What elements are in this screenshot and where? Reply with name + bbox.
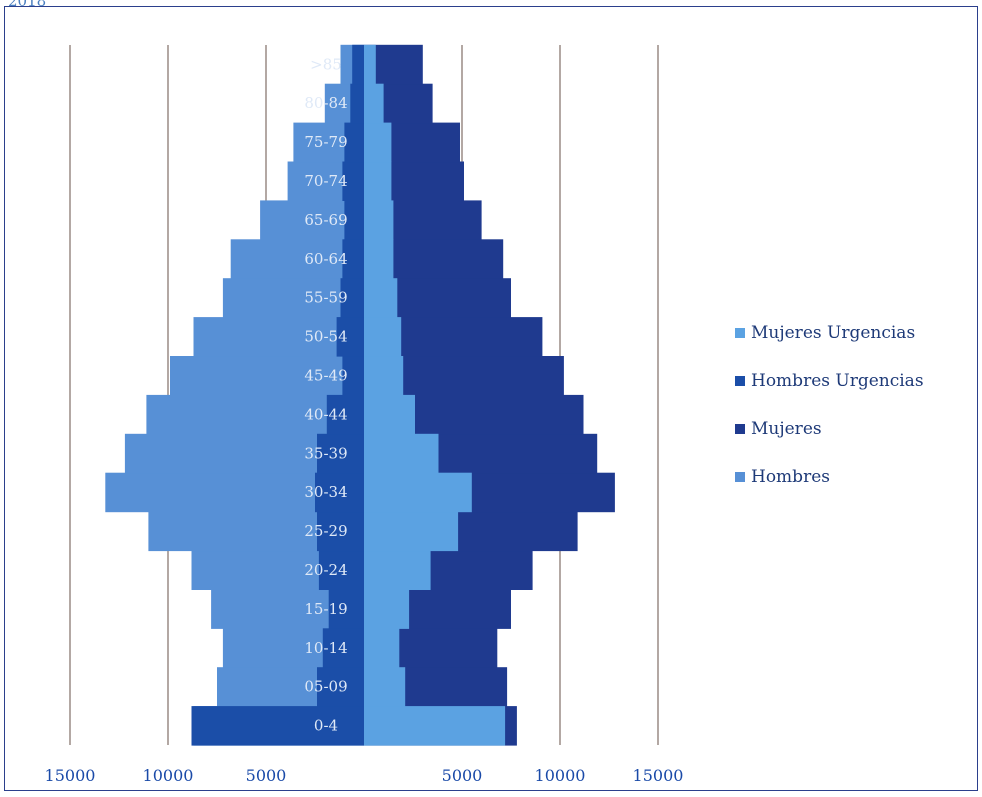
age-group-labels: 0-4 05-09 10-14 15-19 20-24 25-29 30-34 35-39 40… xyxy=(304,55,347,734)
bar-hombres-urgencias-35-39 xyxy=(317,433,364,474)
bar-mujeres-urgencias-20-24 xyxy=(364,550,431,590)
age-label-85: >85 xyxy=(310,55,342,73)
bar-mujeres-urgencias-50-54 xyxy=(364,317,402,357)
bar-mujeres-urgencias-65-69 xyxy=(364,200,394,240)
age-label-30-34: 30-34 xyxy=(304,483,347,501)
legend-label: Mujeres xyxy=(751,418,822,439)
bar-hombres-urgencias-05-09 xyxy=(317,667,364,707)
age-label-35-39: 35-39 xyxy=(304,444,347,462)
bar-hombres-45-49 xyxy=(170,356,364,396)
age-label-40-44: 40-44 xyxy=(304,405,347,423)
bar-hombres-urgencias-75-79 xyxy=(344,122,364,163)
age-label-60-64: 60-64 xyxy=(304,250,347,268)
bar-mujeres-urgencias-80-84 xyxy=(364,83,384,124)
legend-swatch xyxy=(735,471,745,482)
age-label-0-4: 0-4 xyxy=(314,717,338,735)
legend-label: Hombres Urgencias xyxy=(751,370,924,391)
legend-swatch xyxy=(735,327,745,338)
age-label-75-79: 75-79 xyxy=(304,133,347,151)
bar-hombres-urgencias-0-4 xyxy=(191,706,364,746)
age-label-45-49: 45-49 xyxy=(304,366,347,384)
bar-hombres-urgencias-10-14 xyxy=(322,628,364,668)
bar-mujeres-urgencias-05-09 xyxy=(364,667,406,707)
bar-hombres-50-54 xyxy=(193,317,364,357)
bar-mujeres-urgencias-10-14 xyxy=(364,628,400,668)
bar-mujeres-urgencias-60-64 xyxy=(364,239,394,279)
bar-hombres-urgencias-40-44 xyxy=(326,394,364,435)
bar-hombres-urgencias-45-49 xyxy=(342,356,364,396)
age-label-05-09: 05-09 xyxy=(304,678,347,696)
age-label-70-74: 70-74 xyxy=(304,172,347,190)
bar-hombres-urgencias-65-69 xyxy=(344,200,364,240)
age-label-15-19: 15-19 xyxy=(304,600,347,618)
legend-label: Mujeres Urgencias xyxy=(751,322,916,343)
bar-hombres-urgencias-60-64 xyxy=(342,239,364,279)
bar-mujeres-urgencias-40-44 xyxy=(364,394,415,435)
legend-item-hombres-urgencias: Hombres Urgencias xyxy=(735,370,924,391)
bar-mujeres-urgencias-30-34 xyxy=(364,472,472,513)
age-label-65-69: 65-69 xyxy=(304,211,347,229)
age-label-25-29: 25-29 xyxy=(304,522,347,540)
legend: Mujeres Urgencias Hombres Urgencias Mujere… xyxy=(735,322,924,514)
bar-mujeres-urgencias-45-49 xyxy=(364,356,404,396)
chart-caption: 2018 xyxy=(8,0,47,10)
legend-item-mujeres: Mujeres xyxy=(735,418,924,439)
age-label-10-14: 10-14 xyxy=(304,639,347,657)
legend-swatch xyxy=(735,375,745,386)
bar-mujeres-urgencias-75-79 xyxy=(364,122,392,163)
bar-hombres-urgencias-25-29 xyxy=(317,511,364,552)
bar-mujeres-urgencias-55-59 xyxy=(364,278,398,318)
x-tick-label-4: 10000 xyxy=(535,766,586,785)
legend-swatch xyxy=(735,423,745,434)
bar-mujeres-urgencias-0-4 xyxy=(364,706,506,746)
bar-hombres-urgencias-30-34 xyxy=(315,472,364,513)
bar-mujeres-urgencias-85 xyxy=(364,44,376,85)
legend-item-mujeres-urgencias: Mujeres Urgencias xyxy=(735,322,924,343)
age-label-80-84: 80-84 xyxy=(304,94,347,112)
x-tick-label-0: 15000 xyxy=(45,766,96,785)
bar-hombres-urgencias-80-84 xyxy=(350,83,364,124)
legend-label: Hombres xyxy=(751,466,830,487)
legend-item-hombres: Hombres xyxy=(735,466,924,487)
age-label-50-54: 50-54 xyxy=(304,328,347,346)
age-label-55-59: 55-59 xyxy=(304,289,347,307)
x-tick-label-1: 10000 xyxy=(143,766,194,785)
bar-mujeres-urgencias-70-74 xyxy=(364,161,392,201)
x-tick-label-3: 5000 xyxy=(442,766,483,785)
x-axis-tick-labels: 15000 10000 5000 5000 10000 15000 xyxy=(45,766,684,785)
age-label-20-24: 20-24 xyxy=(304,561,347,579)
bar-hombres-urgencias-85 xyxy=(352,44,364,85)
bar-mujeres-urgencias-35-39 xyxy=(364,433,439,474)
bar-mujeres-urgencias-25-29 xyxy=(364,511,459,552)
urgencias-bars xyxy=(191,44,506,746)
bar-hombres-60-64 xyxy=(230,239,364,279)
x-tick-label-5: 15000 xyxy=(633,766,684,785)
bar-hombres-urgencias-20-24 xyxy=(318,550,364,590)
chart-frame xyxy=(4,6,978,791)
bar-hombres-urgencias-70-74 xyxy=(342,161,364,201)
bar-hombres-urgencias-50-54 xyxy=(336,317,364,357)
bar-hombres-urgencias-55-59 xyxy=(340,278,364,318)
bar-mujeres-urgencias-15-19 xyxy=(364,589,410,629)
x-tick-label-2: 5000 xyxy=(246,766,287,785)
bar-hombres-urgencias-15-19 xyxy=(328,589,364,629)
bar-hombres-55-59 xyxy=(222,278,364,318)
